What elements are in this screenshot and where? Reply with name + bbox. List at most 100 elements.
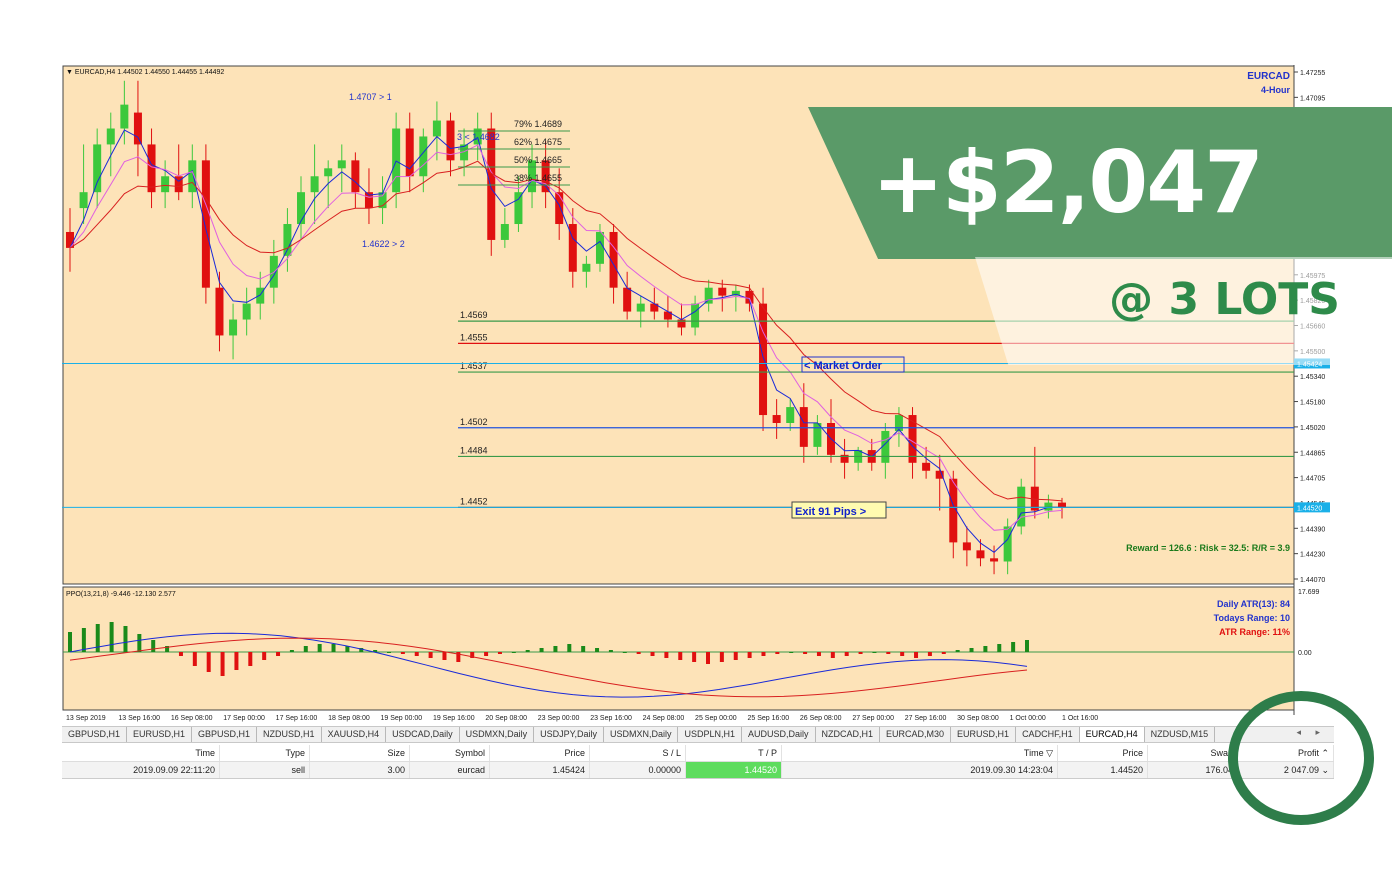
tab-eurcad-m30[interactable]: EURCAD,M30 [880,727,952,742]
ppo-histogram-bar [303,646,308,652]
table-cell: 1.44520 [1058,762,1148,778]
time-tick-label: 19 Sep 16:00 [433,715,475,722]
tab-usdcad-daily[interactable]: USDCAD,Daily [386,727,460,742]
time-tick-label: 23 Sep 00:00 [538,715,580,722]
lots-banner [975,257,1392,365]
column-header[interactable]: Time ▽ [782,745,1058,761]
tab-audusd-daily[interactable]: AUDUSD,Daily [742,727,816,742]
candle-body [120,104,129,129]
candle-body [1030,486,1039,511]
price-tick-label: 1.44070 [1300,577,1325,584]
ppo-histogram-bar [68,632,72,652]
ppo-signal-line [69,632,1028,698]
column-header[interactable]: Swap [1148,745,1238,761]
todays-range-label: Todays Range: 10 [1214,613,1290,623]
ppo-histogram-bar [178,652,183,656]
column-header[interactable]: Price [1058,745,1148,761]
column-header[interactable]: Time [62,745,220,761]
candle-body [881,430,890,463]
time-tick-label: 25 Sep 00:00 [695,715,737,722]
candle-body [650,303,659,312]
tab-cadchf-h1[interactable]: CADCHF,H1 [1016,727,1080,742]
candle-body [1044,502,1053,511]
ppo-histogram-bar [1025,640,1029,652]
ppo-histogram-bar [733,652,738,660]
column-header[interactable]: Symbol [410,745,490,761]
time-tick-label: 17 Sep 16:00 [276,715,318,722]
ppo-histogram-bar [941,652,946,654]
trade-table-row[interactable]: 2019.09.09 22:11:20 sell 3.00 eurcad 1.45424… [62,762,1334,779]
tab-usdmxn-daily[interactable]: USDMXN,Daily [604,727,679,742]
column-header[interactable]: S / L [590,745,686,761]
candle-body [976,550,985,559]
column-header[interactable]: Type [220,745,310,761]
ppo-histogram-bar [497,652,502,654]
candle-body [201,160,210,288]
tab-usdmxn-daily[interactable]: USDMXN,Daily [460,727,535,742]
profit-banner [808,107,1392,259]
tab-eurcad-h4[interactable]: EURCAD,H4 [1079,727,1145,742]
fast-ma-line [69,129,1063,553]
ppo-histogram-bar [803,652,808,654]
table-cell: sell [220,762,310,778]
candle-body [242,303,251,320]
tab-usdjpy-daily[interactable]: USDJPY,Daily [534,727,604,742]
time-tick-label: 30 Sep 08:00 [957,715,999,722]
candle-body [229,319,238,336]
price-tick-label: 1.47095 [1300,95,1325,102]
candle-body [677,319,686,328]
candle-body [351,160,360,193]
column-header[interactable]: T / P [686,745,782,761]
daily-atr-label: Daily ATR(13): 84 [1217,599,1290,609]
ppo-histogram-bar [373,650,378,652]
candle-body [541,160,550,193]
level-label: 1.4502 [460,417,488,427]
tab-nzdcad-h1[interactable]: NZDCAD,H1 [816,727,881,742]
tab-xauusd-h4[interactable]: XAUUSD,H4 [322,727,387,742]
tab-eurusd-h1[interactable]: EURUSD,H1 [127,727,193,742]
column-header[interactable]: Size [310,745,410,761]
profit-highlight-circle [1228,691,1374,825]
price-tick-label: 1.44865 [1300,450,1325,457]
ppo-histogram-bar [95,624,100,652]
candle-body [935,470,944,479]
ppo-histogram-bar [595,648,600,652]
ppo-histogram-bar [525,650,530,652]
tab-usdpln-h1[interactable]: USDPLN,H1 [678,727,742,742]
candle-body [990,558,999,562]
reward-risk-label: Reward = 126.6 : Risk = 32.5: R/R = 3.9 [1126,543,1290,553]
tab-eurusd-h1[interactable]: EURUSD,H1 [951,727,1017,742]
candle-body [161,176,170,193]
candle-body [392,128,401,193]
tab-gbpusd-h1[interactable]: GBPUSD,H1 [192,727,258,742]
candle-body [446,120,455,161]
ppo-histogram-bar [276,652,281,656]
candle-body [324,168,333,177]
candle-body [174,176,183,193]
tab-gbpusd-h1[interactable]: GBPUSD,H1 [62,727,128,742]
price-tick-label: 1.45020 [1300,425,1325,432]
price-tick-label: 1.44705 [1300,476,1325,483]
candle-body [894,415,903,431]
time-tick-label: 26 Sep 08:00 [800,715,842,722]
candle-body [731,290,740,296]
column-header[interactable]: Price [490,745,590,761]
ppo-histogram-bar [331,644,336,652]
exit-label: Exit 91 Pips > [795,506,866,518]
level-label: 1.4537 [460,361,488,371]
candle-body [337,160,346,169]
price-tick-label: 1.44230 [1300,552,1325,559]
ppo-histogram-bar [997,644,1002,652]
candle-body [93,144,102,193]
time-tick-label: 1 Oct 00:00 [1010,715,1046,722]
candle-body [297,192,306,225]
ppo-histogram-bar [220,652,225,676]
tab-nzdusd-h1[interactable]: NZDUSD,H1 [257,727,322,742]
market-order-label: < Market Order [804,360,883,372]
candle-body [745,290,754,304]
chart-header: ▼ EURCAD,H4 1.44502 1.44550 1.44455 1.44… [66,69,224,76]
candle-body [840,454,849,463]
fib-label: 38% 1.4655 [514,173,562,183]
tab-nzdusd-m15[interactable]: NZDUSD,M15 [1145,727,1216,742]
